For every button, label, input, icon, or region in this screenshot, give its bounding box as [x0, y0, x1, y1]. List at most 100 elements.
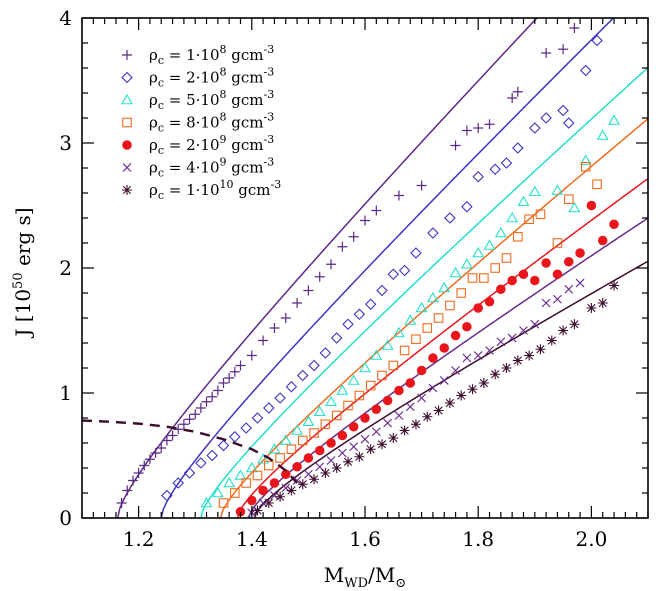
circle-marker [348, 422, 359, 432]
circle-marker [235, 507, 246, 517]
cross-marker [564, 284, 574, 294]
triangle-marker [257, 453, 270, 464]
x-tick-label: 1.8 [462, 527, 494, 551]
asterisk-marker [275, 491, 286, 502]
plus-marker [337, 241, 348, 252]
square-marker [552, 238, 563, 248]
triangle-marker [211, 486, 224, 498]
asterisk-marker [524, 350, 535, 361]
asterisk-marker [122, 185, 132, 195]
asterisk-marker [456, 390, 467, 401]
triangle-marker [483, 239, 496, 250]
asterisk-marker [297, 479, 308, 490]
circle-marker [507, 275, 517, 286]
plus-marker [122, 485, 133, 496]
circle-marker [281, 469, 291, 479]
diamond-marker [296, 369, 309, 382]
cross-marker [507, 333, 517, 343]
fit-curve [219, 118, 648, 518]
plus-marker [224, 373, 235, 383]
asterisk-marker [478, 378, 489, 388]
plus-marker [473, 123, 484, 133]
asterisk-marker [320, 468, 331, 478]
cross-marker [462, 353, 472, 363]
triangle-marker [404, 314, 417, 325]
plus-marker [116, 498, 127, 508]
plus-marker [218, 378, 229, 388]
diamond-marker [263, 402, 275, 414]
plus-marker [207, 391, 218, 402]
fit-curves [116, 18, 648, 518]
asterisk-marker [365, 444, 376, 455]
plus-marker [235, 360, 246, 371]
circle-marker [518, 269, 529, 279]
asterisk-marker [331, 463, 342, 473]
plus-marker [144, 454, 155, 465]
square-marker [501, 253, 512, 263]
diamond-marker [444, 212, 456, 224]
circle-marker [564, 257, 574, 267]
plus-marker [201, 396, 212, 407]
plus-marker [269, 323, 280, 333]
diamond-marker [562, 117, 575, 129]
circle-marker [450, 330, 461, 341]
triangle-marker [336, 384, 349, 395]
diamond-marker [161, 489, 173, 502]
diamond-marker [387, 268, 400, 281]
circle-marker [326, 438, 336, 448]
cross-marker [496, 337, 506, 347]
circle-marker [496, 284, 506, 294]
diamond-marker [472, 170, 484, 183]
plus-marker [371, 205, 382, 216]
legend-label: ρc = 1·108 gcm-3 [149, 43, 274, 67]
circle-marker [122, 140, 132, 150]
plus-marker [461, 125, 472, 136]
diamond-marker [557, 104, 569, 117]
circle-marker [428, 353, 438, 363]
legend-label: ρc = 1·1010 gcm-3 [149, 178, 281, 202]
diamond-marker [489, 163, 501, 176]
diamond-marker [251, 412, 264, 424]
triangle-marker [517, 195, 530, 207]
plus-marker [258, 335, 269, 346]
asterisk-marker [343, 456, 354, 467]
circle-marker [541, 258, 551, 268]
diamond-marker [229, 430, 241, 443]
triangle-marker [223, 476, 236, 488]
asterisk-marker [354, 451, 365, 462]
circle-marker [462, 322, 472, 332]
asterisk-marker [535, 344, 546, 355]
cross-marker [575, 278, 585, 288]
cross-marker [349, 442, 359, 452]
cross-marker [541, 298, 551, 308]
diamond-marker [342, 318, 354, 331]
triangle-marker [245, 461, 258, 473]
triangle-marker [449, 266, 462, 278]
square-marker [320, 419, 331, 430]
diamond-marker [353, 308, 366, 321]
plus-marker [484, 119, 495, 130]
square-marker [297, 435, 308, 446]
data-markers [116, 23, 620, 518]
square-marker [433, 313, 444, 323]
asterisk-marker [558, 325, 569, 336]
asterisk-marker [597, 298, 608, 308]
circle-marker [371, 404, 382, 414]
square-marker [399, 345, 410, 356]
square-marker [580, 161, 591, 172]
x-tick-label: 1.6 [349, 527, 381, 551]
circle-marker [416, 365, 427, 376]
diamond-marker [364, 298, 377, 311]
square-marker [592, 179, 602, 190]
diamond-marker [285, 380, 298, 393]
diamond-marker [217, 439, 230, 452]
plus-marker [127, 475, 138, 486]
circle-marker [258, 485, 268, 496]
y-axis-label: J [1050 erg s] [11, 207, 35, 338]
triangle-marker [415, 301, 428, 313]
asterisk-marker [433, 405, 444, 416]
circle-marker [586, 200, 597, 211]
diamond-marker [319, 347, 332, 359]
triangle-marker [200, 496, 213, 508]
plus-marker [280, 313, 291, 323]
